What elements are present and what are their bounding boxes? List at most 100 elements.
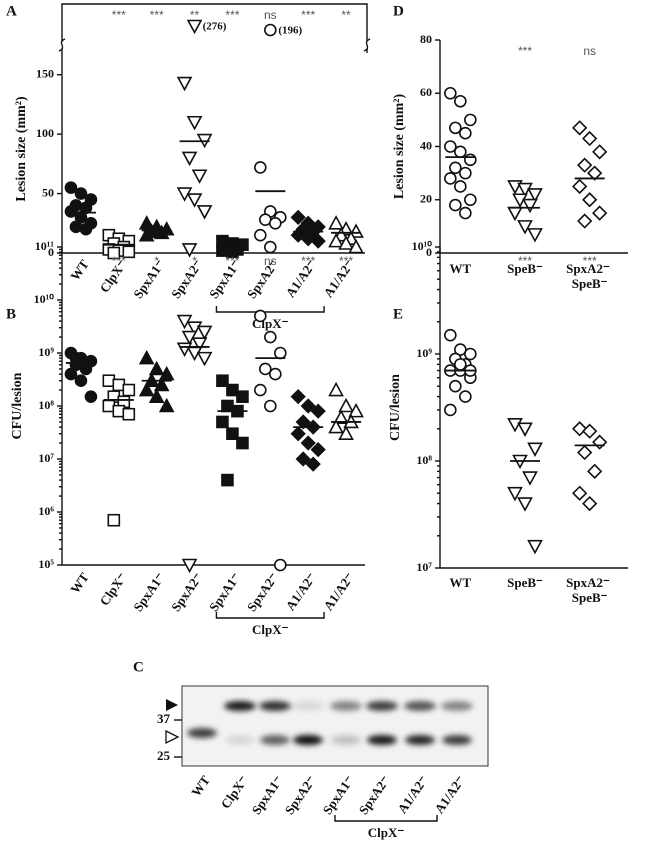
y-tick-label: 10⁷	[416, 560, 432, 574]
data-point	[464, 113, 477, 127]
data-point	[449, 379, 462, 393]
data-point	[522, 198, 538, 214]
significance: *	[154, 254, 159, 268]
data-point	[84, 390, 98, 403]
significance: ***	[301, 254, 315, 268]
data-point	[572, 485, 588, 501]
data-point	[310, 442, 326, 458]
y-tick-label: 20	[420, 192, 432, 206]
band-upper	[292, 701, 324, 711]
data-point	[338, 397, 354, 413]
significance: ***	[583, 254, 597, 268]
data-point	[444, 86, 457, 100]
data-point	[348, 238, 364, 254]
data-point	[122, 383, 136, 397]
y-tick-label: 10⁹	[38, 345, 54, 359]
x-tick-label: SpxA1⁻	[130, 257, 167, 302]
y-axis-label: CFU/lesion	[10, 372, 25, 439]
data-point	[290, 389, 306, 405]
data-point	[181, 151, 198, 167]
data-point	[181, 243, 198, 258]
data-point	[186, 193, 203, 208]
significance: ***	[150, 8, 164, 22]
bracket	[334, 815, 438, 822]
y-tick-label: 40	[420, 138, 432, 152]
data-point	[64, 367, 78, 381]
data-point	[464, 193, 477, 207]
data-point	[226, 383, 239, 397]
lane-label: A1/A2⁻	[394, 773, 431, 816]
data-point	[582, 423, 598, 439]
panel-letter: D	[393, 3, 404, 19]
x-tick-label: SpxA2⁻ SpeB⁻	[566, 575, 613, 605]
data-point	[274, 558, 287, 572]
data-point	[138, 226, 155, 242]
y-tick-label: 10⁸	[416, 453, 432, 467]
band-lower	[293, 735, 323, 745]
band-upper	[366, 701, 398, 711]
y-tick-label: 10⁹	[416, 346, 432, 360]
panel-letter: A	[6, 3, 17, 19]
significance: ns	[583, 44, 596, 58]
x-tick-label: WT	[449, 575, 471, 590]
data-point	[69, 220, 83, 234]
lane-label: WT	[188, 773, 213, 800]
band-lower	[331, 735, 361, 745]
data-point	[454, 180, 467, 193]
data-point	[259, 362, 272, 376]
data-point	[454, 94, 467, 108]
data-point	[148, 360, 165, 376]
axis-break	[58, 38, 66, 52]
data-point	[264, 240, 277, 254]
band-upper	[259, 701, 291, 711]
y-tick-label: 10¹⁰	[34, 292, 55, 306]
data-point	[254, 309, 267, 323]
y-tick-label: 10⁶	[38, 504, 54, 518]
data-point	[507, 206, 523, 222]
data-point	[444, 403, 457, 417]
data-point	[300, 398, 316, 414]
band-upper	[224, 701, 256, 711]
significance: ***	[225, 8, 239, 22]
data-point	[74, 374, 88, 388]
data-point	[507, 418, 523, 433]
bracket-label: ClpX⁻	[252, 622, 289, 637]
band-upper	[330, 701, 362, 711]
significance: ***	[301, 8, 315, 22]
data-point	[216, 415, 229, 429]
bracket	[215, 612, 325, 619]
significance: ***	[518, 44, 532, 58]
x-tick-label: WT	[449, 261, 471, 276]
data-point	[577, 213, 593, 229]
significance: *	[192, 254, 197, 268]
panel-letter: E	[393, 306, 403, 322]
data-point	[459, 390, 472, 403]
axis-break	[363, 38, 371, 52]
band-lower	[442, 735, 472, 745]
data-point	[226, 427, 239, 441]
data-point	[582, 130, 598, 147]
data-point	[236, 436, 249, 450]
data-point	[264, 330, 277, 344]
data-point	[138, 349, 155, 365]
y-tick-label: 10⁸	[38, 398, 54, 412]
data-point	[449, 198, 462, 212]
data-point	[454, 145, 467, 159]
data-point	[333, 409, 349, 425]
data-point	[254, 228, 267, 242]
x-tick-label: SpxA2⁻	[244, 570, 281, 615]
data-point	[158, 397, 175, 413]
y-tick-label: 10⁷	[38, 451, 54, 465]
data-point	[216, 374, 229, 388]
data-point	[527, 188, 543, 203]
data-point	[254, 161, 267, 174]
data-point	[587, 463, 603, 480]
data-point	[79, 362, 93, 376]
data-point	[138, 381, 155, 397]
data-point	[310, 233, 326, 249]
data-point	[254, 383, 267, 397]
x-tick-label: SpxA2⁻	[168, 257, 205, 302]
x-tick-label-line: SpxA2⁻	[566, 261, 613, 276]
size-marker-label: 37	[157, 711, 171, 726]
y-tick-label: 0	[426, 245, 432, 259]
